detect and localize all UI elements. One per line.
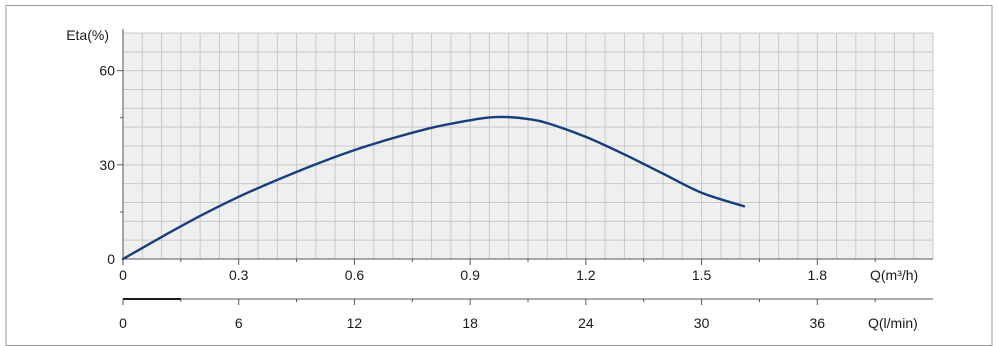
series-line-eta (121, 115, 746, 261)
x-tick-label: 0.6 (345, 267, 365, 283)
x-tick-label: 1.8 (808, 267, 828, 283)
x-tick-label: 0 (119, 267, 127, 283)
x2-tick-label: 30 (694, 315, 710, 331)
y-axis-label: Eta(%) (66, 27, 109, 43)
x2-tick-label: 0 (119, 315, 127, 331)
y-tick-label: 0 (107, 251, 115, 267)
x-tick-label: 0.3 (229, 267, 249, 283)
y-tick-label: 60 (99, 63, 115, 79)
x2-tick-label: 18 (462, 315, 478, 331)
x-tick-label: 1.5 (692, 267, 712, 283)
axes (117, 29, 933, 305)
x2-tick-label: 24 (578, 315, 594, 331)
x-axis-label: Q(m³/h) (870, 267, 918, 283)
x-tick-label: 0.9 (460, 267, 480, 283)
tick-labels: 0 30 60 0 0.3 0.6 0.9 1.2 1.5 1.8 0 6 12 18 24 30 36 (99, 63, 827, 331)
x-tick-label: 1.2 (576, 267, 596, 283)
x2-axis-label: Q(l/min) (868, 315, 918, 331)
series-layer (121, 115, 746, 261)
grid-lines (123, 32, 934, 259)
x2-tick-label: 6 (235, 315, 243, 331)
y-tick-label: 30 (99, 157, 115, 173)
x2-tick-label: 36 (809, 315, 825, 331)
x2-tick-label: 12 (347, 315, 363, 331)
